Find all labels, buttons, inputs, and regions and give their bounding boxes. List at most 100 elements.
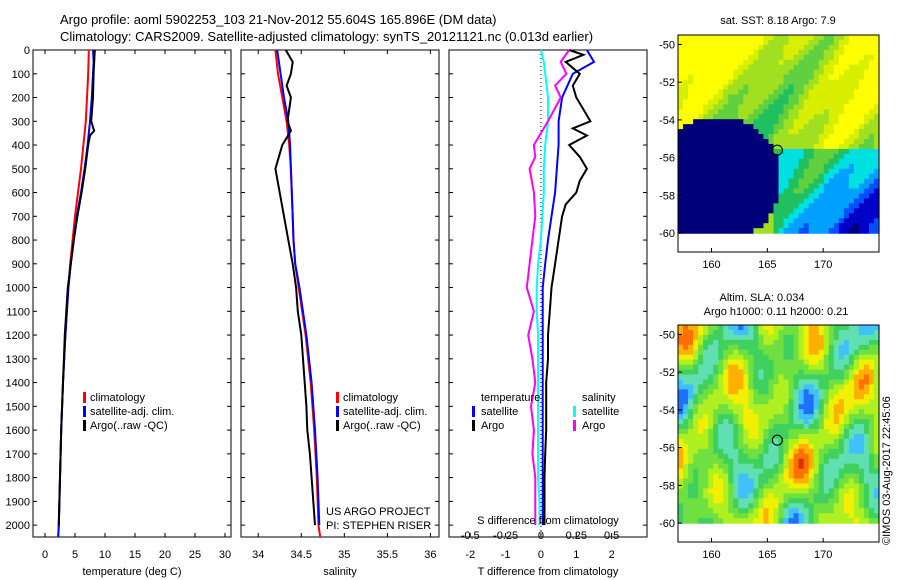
- map-cell: [758, 409, 765, 415]
- map-cell: [808, 79, 815, 86]
- map-cell: [798, 213, 805, 219]
- map-cell: [873, 168, 880, 175]
- map-cell: [873, 35, 880, 41]
- map-cell: [698, 188, 704, 195]
- map-cell: [743, 518, 749, 524]
- map-cell: [858, 483, 865, 490]
- map-cell: [818, 228, 825, 234]
- map-cell: [803, 124, 810, 130]
- map-cell: [788, 458, 795, 465]
- map-cell: [743, 443, 749, 450]
- map-cell: [788, 99, 795, 105]
- map-cell: [723, 394, 729, 400]
- map-cell: [733, 79, 739, 86]
- map-cell: [873, 193, 880, 200]
- map-cell: [748, 134, 754, 140]
- map-cell: [853, 508, 860, 514]
- map-cell: [798, 424, 805, 430]
- map-cell: [698, 183, 704, 190]
- map-cell: [693, 124, 699, 130]
- map-cell: [843, 173, 850, 180]
- map-cell: [733, 463, 739, 470]
- map-cell: [873, 153, 880, 160]
- map-cell: [713, 223, 719, 229]
- map-cell: [828, 49, 835, 56]
- map-cell: [783, 104, 790, 110]
- map-cell: [863, 339, 870, 346]
- map-cell: [858, 453, 865, 460]
- map-cell: [848, 344, 855, 351]
- map-cell: [683, 44, 689, 51]
- map-cell: [723, 478, 729, 485]
- map-cell: [803, 458, 810, 465]
- map-cell: [768, 483, 775, 490]
- map-cell: [803, 483, 810, 490]
- map-cell: [788, 228, 795, 234]
- map-cell: [818, 359, 825, 366]
- map-cell: [763, 198, 770, 205]
- map-cell: [848, 458, 855, 465]
- map-cell: [793, 218, 800, 224]
- map-cell: [828, 74, 835, 81]
- map-cell: [778, 74, 785, 81]
- map-cell: [678, 54, 684, 61]
- map-cell: [758, 404, 765, 410]
- map-cell: [818, 389, 825, 395]
- map-cell: [753, 463, 760, 470]
- map-cell: [798, 463, 805, 470]
- map-cell: [688, 158, 694, 165]
- y-tick-label: -60: [659, 518, 675, 530]
- map-cell: [678, 198, 684, 205]
- map-cell: [823, 508, 830, 514]
- map-cell: [713, 508, 719, 514]
- map-cell: [838, 44, 845, 51]
- map-cell: [748, 329, 754, 336]
- map-cell: [868, 429, 875, 435]
- map-cell: [723, 443, 729, 450]
- map-cell: [678, 424, 684, 430]
- map-cell: [783, 49, 790, 56]
- map-cell: [793, 44, 800, 51]
- map-cell: [748, 409, 754, 415]
- map-cell: [873, 178, 880, 185]
- map-cell: [693, 99, 699, 105]
- map-cell: [748, 325, 754, 331]
- map-cell: [723, 223, 729, 229]
- map-cell: [778, 339, 785, 346]
- map-cell: [753, 433, 760, 440]
- map-cell: [813, 178, 820, 185]
- map-cell: [753, 79, 760, 86]
- map-cell: [698, 463, 704, 470]
- map-cell: [858, 518, 865, 524]
- map-cell: [798, 168, 805, 175]
- map-cell: [828, 223, 835, 229]
- map-cell: [808, 463, 815, 470]
- map-cell: [803, 364, 810, 371]
- map-cell: [788, 334, 795, 341]
- map-cell: [733, 339, 739, 346]
- map-cell: [748, 208, 754, 214]
- map-cell: [708, 163, 714, 170]
- map-cell: [823, 329, 830, 336]
- map-cell: [813, 488, 820, 495]
- map-cell: [748, 394, 754, 400]
- map-cell: [848, 518, 855, 524]
- map-cell: [708, 349, 714, 356]
- map-cell: [693, 429, 699, 435]
- map-cell: [738, 349, 744, 356]
- map-cell: [803, 399, 810, 405]
- map-cell: [863, 94, 870, 100]
- y-tick-label: -52: [659, 77, 675, 89]
- map-cell: [853, 354, 860, 361]
- map-cell: [838, 518, 845, 524]
- map-cell: [813, 119, 820, 125]
- map-cell: [763, 493, 770, 499]
- map-cell: [873, 223, 880, 229]
- map-cell: [693, 74, 699, 81]
- map-cell: [768, 203, 775, 209]
- map-cell: [703, 49, 709, 56]
- map-cell: [758, 438, 765, 445]
- map-cell: [833, 114, 840, 120]
- map-cell: [723, 183, 729, 190]
- map-cell: [788, 508, 795, 514]
